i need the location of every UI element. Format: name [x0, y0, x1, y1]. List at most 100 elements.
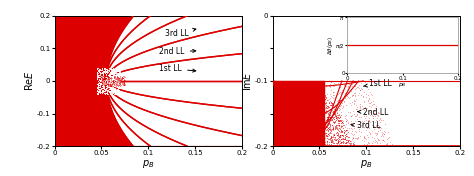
Point: [366, 91, 374, 93]
Point: [276, 113, 284, 115]
Point: [99, 76, 106, 79]
Point: [317, 87, 324, 89]
Point: [333, 134, 341, 136]
Point: [99, 76, 107, 78]
Point: [333, 108, 341, 111]
Point: [115, 70, 123, 73]
Point: [342, 130, 349, 133]
Point: [94, 84, 102, 87]
Point: [288, 82, 295, 85]
Point: [320, 99, 328, 101]
Point: [325, 84, 333, 87]
Point: [277, 96, 284, 99]
Point: [379, 134, 386, 137]
Point: [368, 93, 376, 96]
Point: [323, 142, 331, 145]
Point: [346, 96, 353, 99]
Point: [312, 137, 319, 139]
Point: [274, 103, 282, 106]
Point: [307, 112, 315, 115]
Point: [339, 120, 347, 122]
Point: [351, 130, 359, 133]
Point: [283, 135, 290, 138]
Point: [110, 77, 118, 80]
Point: [110, 75, 118, 77]
Point: [298, 144, 306, 147]
Point: [300, 137, 307, 140]
Point: [116, 70, 124, 73]
Point: [298, 143, 305, 145]
Point: [370, 103, 377, 106]
Point: [338, 102, 346, 105]
Point: [280, 86, 288, 88]
Point: [286, 124, 294, 126]
Point: [312, 93, 320, 95]
Point: [270, 92, 278, 95]
Point: [105, 90, 112, 93]
Point: [104, 80, 112, 83]
Point: [102, 67, 110, 70]
Point: [336, 140, 343, 142]
Point: [121, 76, 128, 78]
Point: [115, 77, 122, 80]
Point: [113, 79, 120, 82]
Point: [98, 71, 105, 74]
Point: [317, 128, 324, 131]
Point: [325, 102, 332, 105]
Point: [306, 125, 314, 128]
Point: [292, 109, 300, 111]
Point: [328, 141, 336, 143]
Point: [113, 83, 120, 85]
Point: [319, 108, 326, 111]
Point: [298, 99, 305, 102]
Point: [300, 131, 307, 134]
Point: [332, 144, 340, 147]
Point: [307, 103, 314, 106]
Point: [113, 69, 121, 72]
Point: [273, 98, 280, 100]
Point: [360, 115, 368, 118]
Point: [324, 130, 332, 133]
Point: [301, 97, 309, 100]
Point: [271, 88, 278, 91]
Point: [285, 139, 293, 142]
Point: [118, 77, 126, 79]
Point: [362, 117, 369, 120]
Point: [112, 68, 119, 71]
Point: [270, 140, 277, 142]
Point: [284, 84, 292, 87]
Point: [105, 84, 113, 87]
Point: [104, 89, 112, 92]
Point: [371, 107, 378, 109]
Point: [346, 142, 354, 144]
Point: [289, 144, 296, 147]
Point: [304, 119, 312, 122]
Point: [297, 108, 304, 111]
Point: [380, 130, 388, 133]
Point: [270, 93, 278, 96]
Point: [113, 81, 121, 84]
Point: [272, 115, 279, 118]
Point: [304, 94, 311, 97]
Point: [313, 109, 321, 112]
Point: [292, 92, 300, 95]
Point: [321, 122, 329, 125]
Point: [319, 102, 327, 105]
Point: [337, 120, 345, 122]
Point: [110, 76, 118, 79]
Point: [271, 117, 279, 119]
Point: [283, 83, 291, 85]
Point: [102, 70, 110, 73]
Point: [103, 87, 111, 89]
Point: [319, 117, 327, 120]
Point: [325, 127, 333, 130]
Point: [93, 75, 101, 77]
Point: [278, 115, 285, 118]
Point: [314, 100, 322, 103]
Point: [98, 90, 105, 92]
Point: [296, 82, 303, 84]
Point: [293, 132, 301, 135]
Point: [296, 112, 303, 115]
Point: [292, 125, 300, 127]
Point: [302, 143, 310, 146]
